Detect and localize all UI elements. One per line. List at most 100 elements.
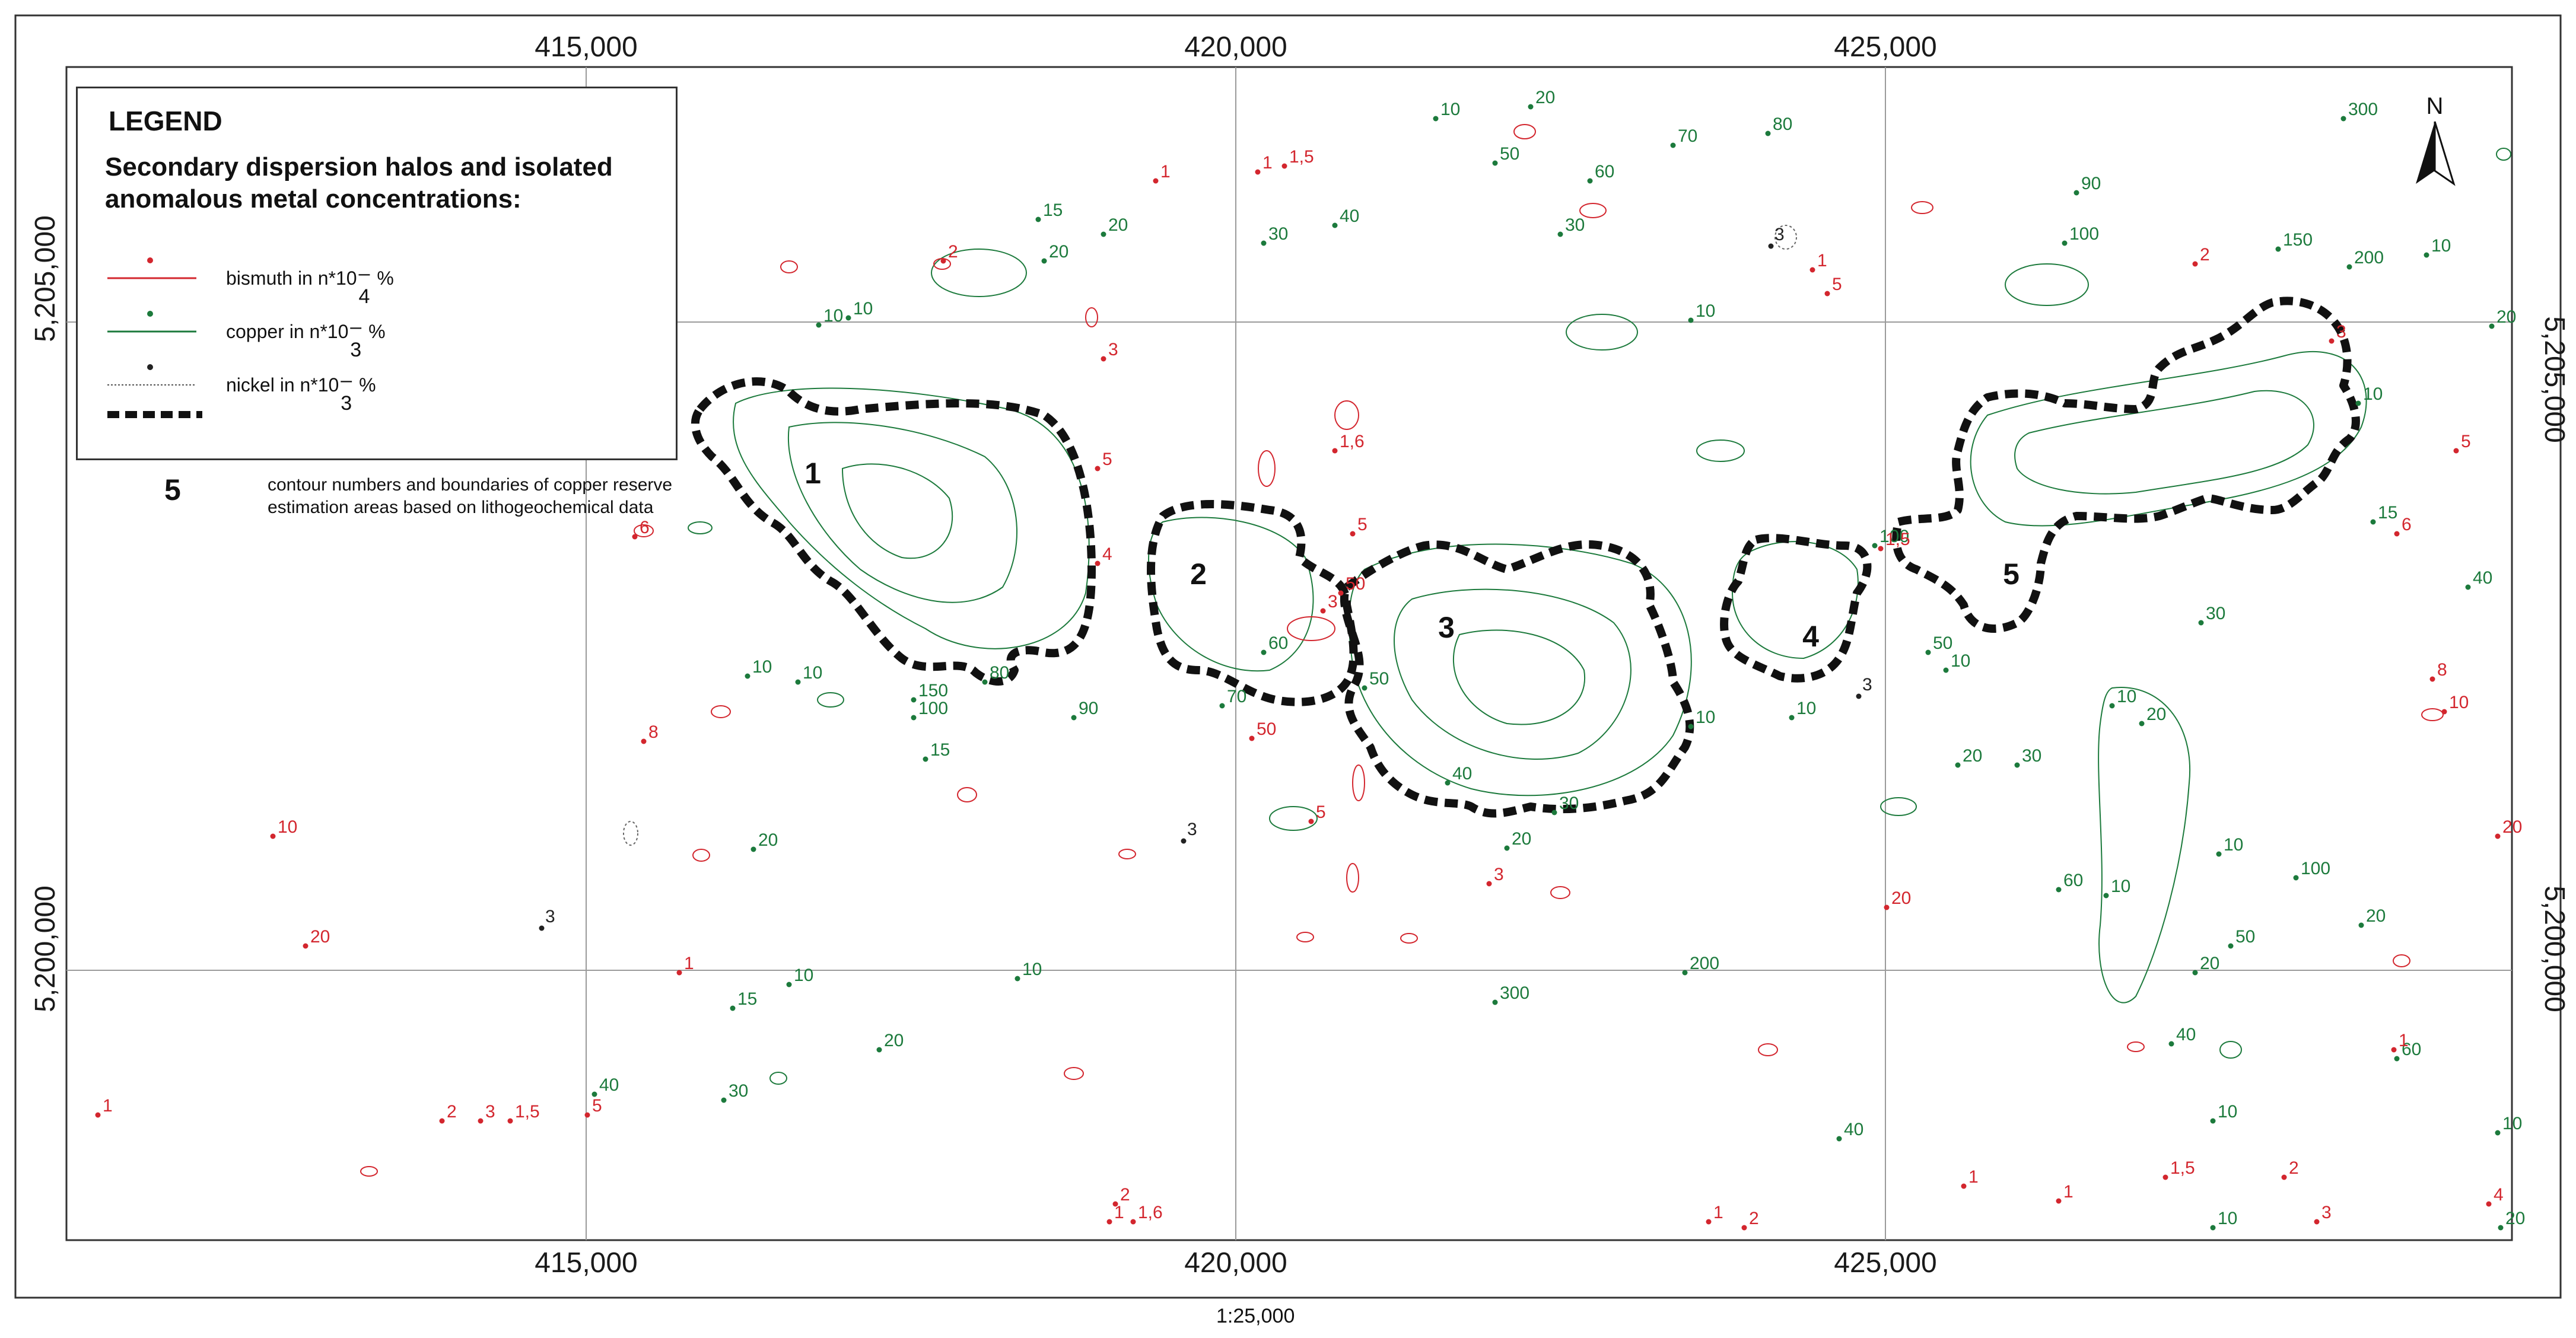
copper-point: [2346, 264, 2352, 270]
bismuth-value-label: 1: [2063, 1182, 2073, 1202]
copper-value-label: 10: [2111, 877, 2130, 896]
copper-point: [721, 1097, 727, 1103]
bismuth-value-label: 1,6: [1340, 432, 1365, 451]
copper-value-label: 10: [2502, 1114, 2522, 1133]
bismuth-point: [1884, 904, 1890, 910]
copper-point: [816, 322, 822, 328]
bismuth-point: [2453, 448, 2459, 454]
copper-point: [1362, 685, 1367, 691]
outer-frame: [14, 14, 2562, 1299]
copper-point: [591, 1091, 597, 1097]
coord-top-425000: 425,000: [1834, 31, 1937, 63]
bismuth-point: [1106, 1219, 1112, 1225]
copper-point: [1682, 970, 1688, 976]
copper-value-label: 80: [990, 663, 1009, 683]
legend-nickel-exponent: – 3: [341, 369, 352, 415]
copper-value-label: 100: [2301, 859, 2330, 878]
nickel-value-label: 3: [1862, 675, 1872, 695]
legend-copper-exponent: – 3: [350, 316, 362, 361]
copper-point: [1872, 543, 1878, 549]
copper-value-label: 10: [2218, 1102, 2237, 1122]
legend-copper-unit: %: [368, 321, 386, 342]
copper-point: [2192, 970, 2198, 976]
copper-value-label: 150: [918, 681, 948, 700]
copper-value-label: 40: [1340, 206, 1359, 226]
copper-value-label: 100: [1879, 527, 1909, 546]
copper-point: [2109, 703, 2115, 709]
bismuth-value-label: 1: [1262, 153, 1273, 173]
bismuth-point: [1153, 178, 1159, 184]
map-frame: [65, 66, 2513, 1241]
copper-value-label: 20: [1963, 746, 1982, 766]
bismuth-point: [2391, 1047, 2397, 1053]
copper-value-label: 60: [1268, 633, 1288, 653]
bismuth-value-label: 4: [1102, 544, 1112, 564]
bismuth-point: [2192, 261, 2198, 267]
copper-point: [1035, 216, 1041, 222]
copper-value-label: 60: [2402, 1040, 2421, 1059]
copper-value-label: 30: [1559, 794, 1579, 813]
copper-value-label: 10: [803, 663, 822, 683]
copper-point: [1955, 762, 1961, 768]
bismuth-value-label: 5: [1102, 450, 1112, 469]
copper-point: [2139, 721, 2145, 727]
bismuth-point: [641, 738, 647, 744]
copper-point: [1492, 160, 1498, 166]
bismuth-value-label: 5: [1357, 515, 1367, 534]
copper-point: [911, 715, 917, 721]
copper-value-label: 40: [1844, 1120, 1863, 1139]
bismuth-value-label: 2: [447, 1102, 457, 1122]
copper-point: [2103, 893, 2109, 899]
copper-point: [2210, 1225, 2216, 1231]
copper-value-label: 15: [1043, 200, 1063, 220]
copper-value-label: 20: [884, 1031, 904, 1050]
bismuth-value-label: 3: [485, 1102, 495, 1122]
area-number-3: 3: [1438, 611, 1455, 644]
copper-point: [1836, 1136, 1842, 1142]
coord-bottom-415000: 415,000: [535, 1247, 638, 1279]
legend-nickel-label: nickel in n*10: [226, 374, 339, 396]
bismuth-value-label: 20: [310, 927, 330, 947]
bismuth-point: [1741, 1225, 1747, 1231]
copper-point: [2340, 116, 2346, 122]
legend-item-copper: copper in n*10 – 3 %: [78, 301, 676, 361]
legend-subtitle-line1: Secondary dispersion halos and isolated: [105, 152, 613, 181]
copper-point: [1925, 649, 1931, 655]
bismuth-value-label: 1,6: [1138, 1203, 1163, 1222]
legend-subtitle: Secondary dispersion halos and isolated …: [105, 151, 663, 215]
copper-value-label: 30: [1268, 224, 1288, 244]
copper-point: [2394, 1056, 2400, 1062]
bismuth-value-label: 1,5: [1885, 530, 1910, 549]
copper-point: [923, 756, 928, 762]
copper-value-label: 20: [1535, 88, 1555, 107]
bismuth-symbol-icon: [107, 257, 196, 279]
legend-subtitle-line2: anomalous metal concentrations:: [105, 184, 521, 214]
bismuth-value-label: 5: [592, 1096, 602, 1116]
copper-point: [1433, 116, 1439, 122]
copper-value-label: 90: [2081, 174, 2101, 193]
copper-point: [2355, 400, 2361, 406]
north-arrow: N: [2416, 93, 2456, 186]
bismuth-point: [507, 1118, 513, 1124]
copper-point: [1445, 780, 1451, 786]
copper-value-label: 50: [1369, 669, 1389, 689]
bismuth-value-label: 1,5: [515, 1102, 540, 1122]
boundary-area-2: [1147, 500, 1358, 706]
bismuth-value-label: 1: [1817, 251, 1827, 270]
bismuth-point: [1095, 560, 1101, 566]
copper-value-label: 20: [1049, 242, 1068, 262]
copper-value-label: 20: [1108, 215, 1128, 235]
bismuth-value-label: 2: [2200, 245, 2210, 265]
bismuth-value-label: 1,5: [1289, 147, 1314, 167]
copper-point: [2168, 1041, 2174, 1047]
copper-value-label: 10: [2224, 835, 2243, 855]
copper-value-label: 40: [1452, 764, 1472, 783]
area-number-1: 1: [804, 457, 821, 490]
copper-point: [1101, 231, 1106, 237]
bismuth-point: [270, 833, 276, 839]
legend-boundary-number: 5: [164, 473, 181, 506]
copper-value-label: 10: [853, 299, 873, 318]
bismuth-point: [1332, 448, 1338, 454]
